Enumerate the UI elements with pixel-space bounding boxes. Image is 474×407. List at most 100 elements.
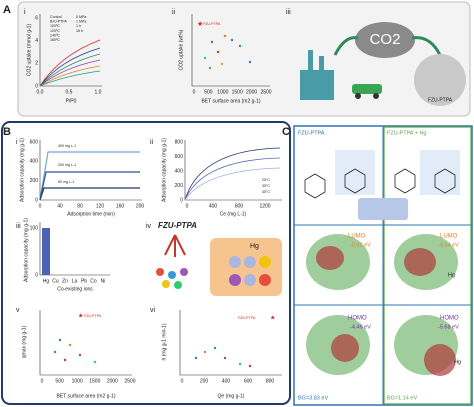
x-label: BET surface area (m2 g-1)	[201, 98, 260, 104]
legend-entry: 45°C	[262, 190, 270, 194]
x-tick-label: 0	[181, 378, 184, 384]
y-label: CO2 uptake (mmol g-1)	[26, 24, 32, 77]
scatter-points	[53, 338, 97, 364]
legend-entry: 35°C	[262, 184, 270, 188]
illustration	[300, 22, 466, 106]
x-tick-label: 0	[193, 89, 196, 95]
star-label: FZU-PTPA	[84, 314, 102, 318]
x-tick-label: Pb	[81, 278, 87, 284]
axes	[39, 222, 110, 276]
x-tick-label: 0.5	[66, 89, 73, 95]
x-tick-label: Zn	[62, 278, 68, 284]
x-tick-label: 1.0	[95, 89, 102, 95]
x-tick-label: 1000	[217, 89, 228, 95]
y-tick-label: 800	[175, 139, 184, 145]
molecule	[304, 150, 460, 220]
ion-label: Hg	[250, 243, 259, 250]
star-mark: ★	[78, 313, 83, 320]
sub-label: vi	[150, 307, 156, 314]
x-label: BET surface area (m2 g-1)	[56, 393, 115, 399]
orbital-label: HOMO	[440, 316, 459, 322]
panel-label: A	[3, 4, 11, 16]
x-tick-label: 1000	[72, 378, 83, 384]
y-tick-label: 200	[30, 178, 39, 184]
x-tick-label: 1500	[232, 89, 243, 95]
ion-label: Hg	[448, 272, 455, 278]
title: FZU-PTPA	[158, 221, 197, 230]
star-mark: ★	[197, 20, 203, 28]
x-tick-label: 1200	[259, 203, 270, 209]
y-tick-label: 0	[35, 272, 38, 278]
y-tick-label: 600	[175, 154, 184, 160]
sub-label: ii	[172, 9, 176, 16]
x-tick-label: La	[72, 278, 78, 284]
x-tick-label: Ni	[101, 278, 106, 284]
x-label: Adsorption time (min)	[67, 211, 115, 217]
x-tick-label: 120	[96, 203, 105, 209]
y-label: qmax (mg g-1)	[21, 325, 27, 358]
panel-label: C	[282, 126, 290, 138]
orbital-label: HOMO	[348, 316, 367, 322]
axes	[191, 14, 270, 87]
material-label: FZU-PTPA	[428, 97, 453, 103]
x-label: P/P0	[66, 98, 77, 104]
x-tick-label: 400	[209, 203, 218, 209]
y-tick-label: 400	[30, 159, 39, 165]
x-tick-label: 80	[77, 203, 83, 209]
right-box	[383, 126, 472, 405]
illustration	[156, 234, 282, 296]
bar	[42, 228, 50, 275]
y-tick-label: 100	[30, 225, 39, 231]
gap-label: BG=3.83 eV	[298, 395, 328, 401]
x-tick-label: 0	[41, 378, 44, 384]
y-tick-label: 400	[175, 168, 184, 174]
x-tick-label: 2500	[124, 378, 135, 384]
sub-label: iii	[16, 223, 21, 230]
star-label: FZU-PTPA	[203, 22, 221, 26]
legend-entry: 1 h	[76, 24, 81, 28]
x-tick-label: 0	[39, 203, 42, 209]
x-tick-label: 200	[200, 378, 209, 384]
panel-label: B	[3, 126, 11, 138]
legend-entry: 1 MPa	[76, 20, 86, 24]
x-label: Co-existing ions	[57, 286, 93, 292]
ion-label: Hg	[454, 359, 461, 365]
axes	[179, 310, 282, 376]
sub-label: i	[24, 9, 26, 16]
star-label: FZU-PTPA	[238, 316, 256, 320]
y-tick-label: 4	[35, 38, 38, 44]
legend-entry: Control	[50, 15, 62, 19]
x-tick-label: 2000	[246, 89, 257, 95]
energy-label: -4.46 eV	[350, 324, 371, 330]
y-tick-label: 0	[180, 197, 183, 203]
legend-entry: 100ºC	[50, 24, 60, 28]
kinetics	[39, 151, 140, 201]
sub-label: i	[16, 139, 18, 146]
x-tick-label: 2500	[260, 89, 271, 95]
y-tick-label: 2	[35, 61, 38, 67]
legend-entry: 400 mg L-1	[58, 144, 76, 148]
orbital-label: LUMO	[440, 234, 458, 240]
y-tick-label: 0	[35, 197, 38, 203]
orbital-images	[306, 234, 458, 376]
x-tick-label: 1500	[89, 378, 100, 384]
sub-label: ii	[150, 139, 154, 146]
x-tick-label: 40	[57, 203, 63, 209]
x-tick-label: 800	[235, 203, 244, 209]
column-title: FZU-PTPA + Hg	[387, 130, 426, 136]
legend-entry: 120ºC	[50, 29, 60, 33]
legend-entry: 200 mg L-1	[58, 163, 76, 167]
legend-entry: 50 mg L-1	[58, 180, 74, 184]
x-label: Qe (mg g-1)	[218, 393, 245, 399]
energy-label: -5.68 eV	[438, 324, 459, 330]
x-tick-label: 200	[136, 203, 145, 209]
legend-entry: 140ºC	[50, 33, 60, 37]
x-tick-label: 500	[204, 89, 213, 95]
x-tick-label: 600	[244, 378, 253, 384]
x-tick-label: Hg	[43, 278, 50, 284]
isotherms	[39, 39, 101, 87]
x-tick-label: 400	[222, 378, 231, 384]
x-tick-label: 160	[116, 203, 125, 209]
y-label: Adsorption capacity (mg g-1)	[19, 138, 25, 202]
